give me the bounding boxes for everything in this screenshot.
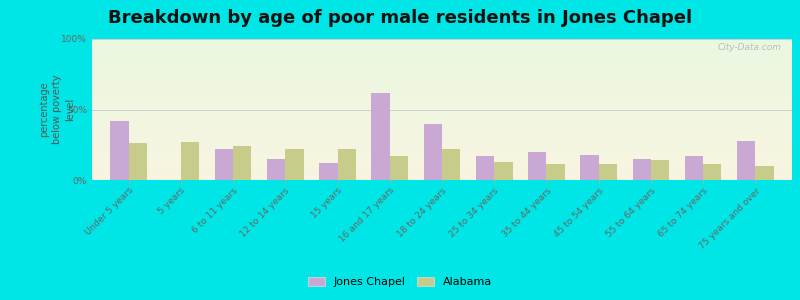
Bar [546, 164, 565, 180]
Bar [390, 156, 408, 180]
Text: 18 to 24 years: 18 to 24 years [396, 186, 448, 238]
Y-axis label: percentage
below poverty
level: percentage below poverty level [39, 75, 75, 144]
Bar [371, 93, 390, 180]
Bar [755, 166, 774, 180]
Bar [267, 159, 286, 180]
Text: 35 to 44 years: 35 to 44 years [500, 186, 553, 238]
Bar [214, 149, 233, 180]
Text: 75 years and over: 75 years and over [698, 186, 762, 250]
Text: 45 to 54 years: 45 to 54 years [553, 186, 605, 238]
Text: 55 to 64 years: 55 to 64 years [605, 186, 658, 239]
Bar [181, 142, 199, 180]
Bar [494, 162, 513, 180]
Text: Breakdown by age of poor male residents in Jones Chapel: Breakdown by age of poor male residents … [108, 9, 692, 27]
Bar [338, 149, 356, 180]
Text: 65 to 74 years: 65 to 74 years [657, 186, 710, 239]
Bar [685, 156, 703, 180]
Bar [319, 163, 338, 180]
Bar [286, 149, 303, 180]
Text: 5 years: 5 years [157, 186, 187, 216]
Bar [442, 149, 460, 180]
Legend: Jones Chapel, Alabama: Jones Chapel, Alabama [304, 272, 496, 291]
Bar [528, 152, 546, 180]
Text: City-Data.com: City-Data.com [718, 43, 782, 52]
Bar [424, 124, 442, 180]
Bar [233, 146, 251, 180]
Bar [633, 159, 651, 180]
Bar [598, 164, 617, 180]
Bar [110, 121, 129, 180]
Bar [129, 143, 147, 180]
Text: Under 5 years: Under 5 years [83, 186, 135, 237]
Bar [703, 164, 722, 180]
Text: 6 to 11 years: 6 to 11 years [190, 186, 239, 235]
Bar [737, 140, 755, 180]
Text: 15 years: 15 years [310, 186, 344, 220]
Text: 25 to 34 years: 25 to 34 years [448, 186, 501, 238]
Bar [651, 160, 670, 180]
Text: 12 to 14 years: 12 to 14 years [239, 186, 292, 238]
Bar [581, 154, 598, 180]
Bar [476, 156, 494, 180]
Text: 16 and 17 years: 16 and 17 years [338, 186, 396, 244]
